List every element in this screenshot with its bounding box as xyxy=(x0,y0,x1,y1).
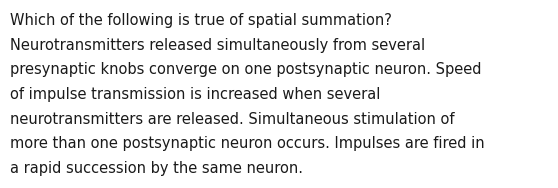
Text: neurotransmitters are released. Simultaneous stimulation of: neurotransmitters are released. Simultan… xyxy=(10,112,455,127)
Text: more than one postsynaptic neuron occurs. Impulses are fired in: more than one postsynaptic neuron occurs… xyxy=(10,136,485,151)
Text: of impulse transmission is increased when several: of impulse transmission is increased whe… xyxy=(10,87,381,102)
Text: a rapid succession by the same neuron.: a rapid succession by the same neuron. xyxy=(10,161,303,176)
Text: presynaptic knobs converge on one postsynaptic neuron. Speed: presynaptic knobs converge on one postsy… xyxy=(10,62,482,77)
Text: Neurotransmitters released simultaneously from several: Neurotransmitters released simultaneousl… xyxy=(10,38,425,53)
Text: Which of the following is true of spatial summation?: Which of the following is true of spatia… xyxy=(10,13,392,28)
